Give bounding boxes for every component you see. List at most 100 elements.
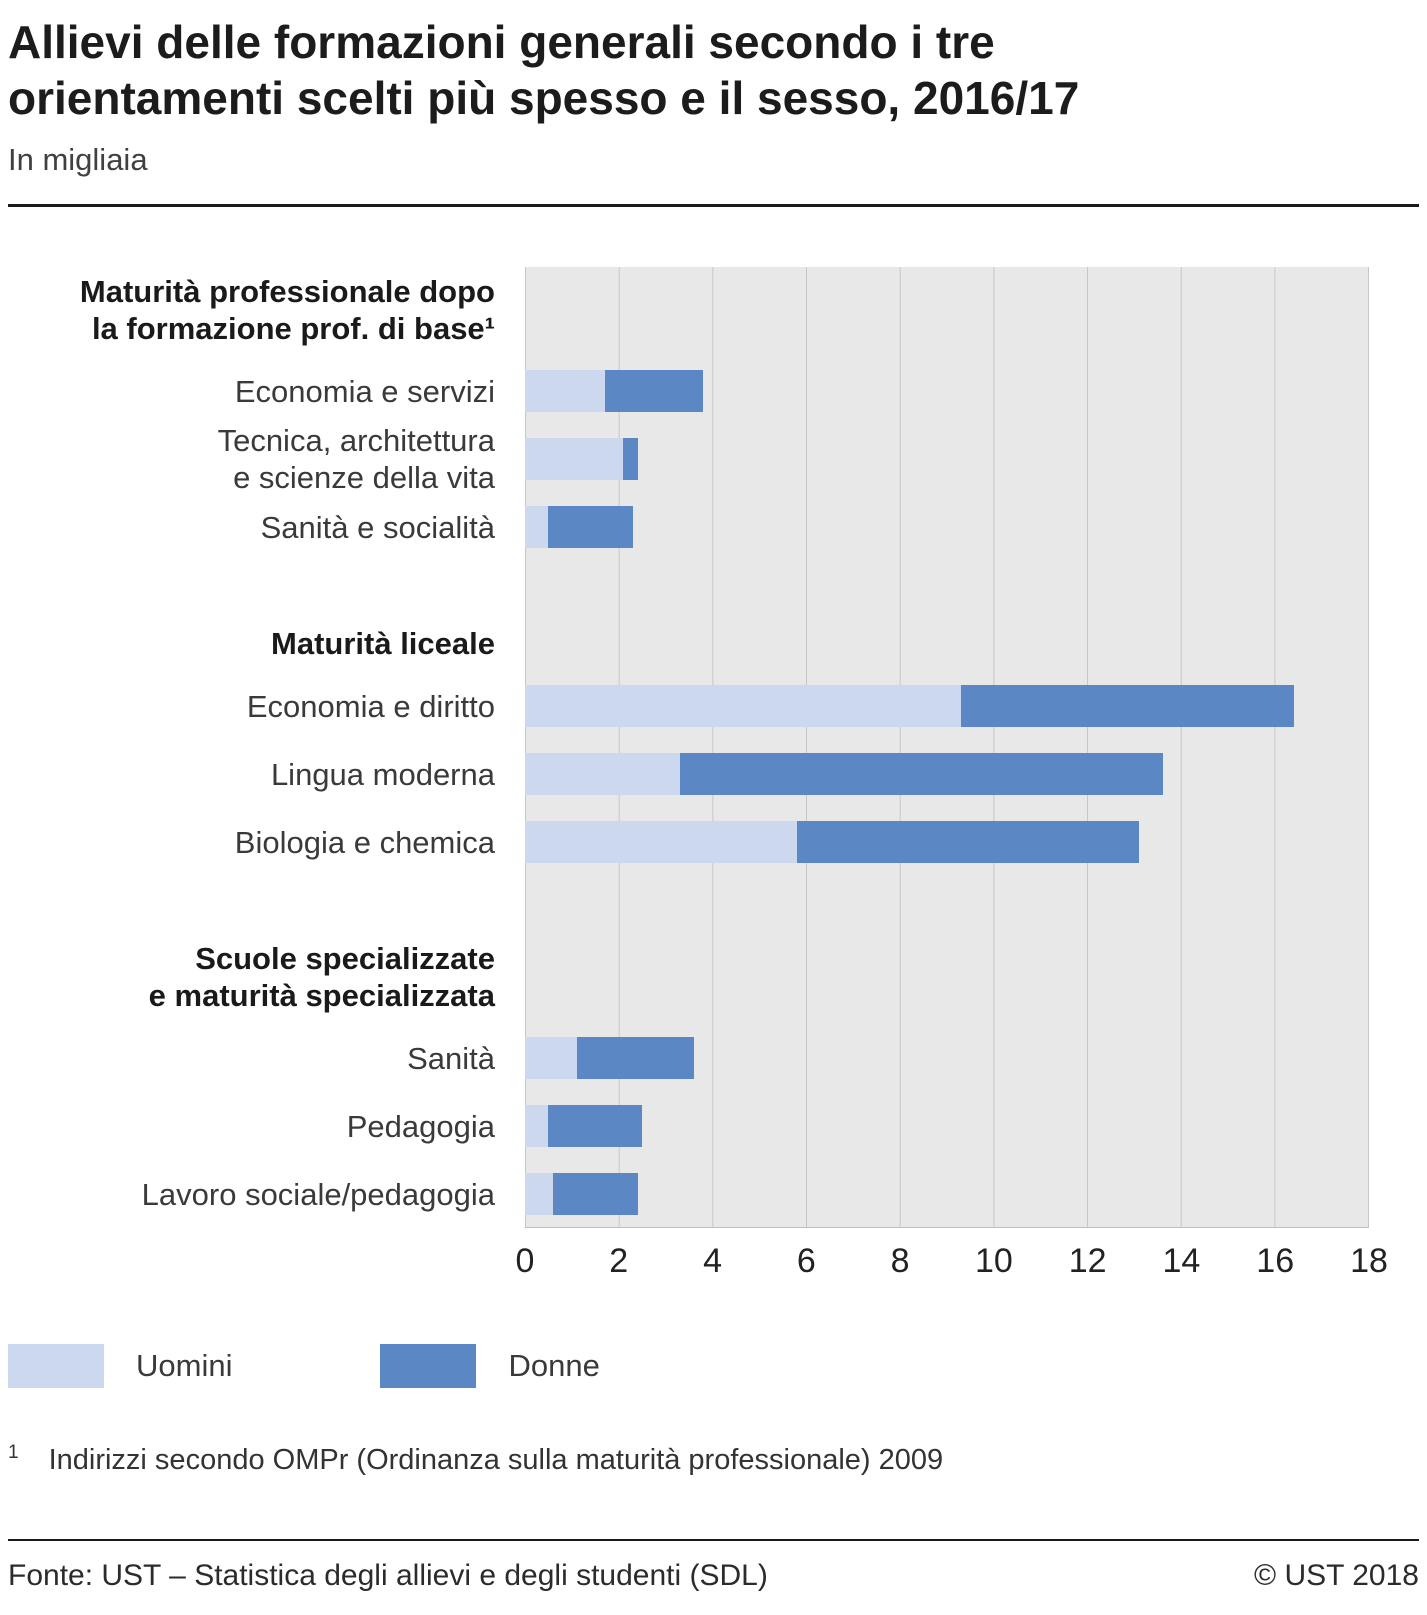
x-tick-label: 4	[703, 1242, 723, 1281]
group-header-row: Scuole specializzate e maturità specializ…	[8, 934, 1419, 1024]
stacked-bar-chart: Maturità professionale dopo la formazione…	[8, 267, 1419, 1294]
bar-segment-uomini	[525, 370, 605, 413]
bar-track	[525, 1160, 1369, 1228]
x-tick-label: 8	[890, 1242, 910, 1281]
x-tick-label: 0	[515, 1242, 535, 1281]
group-label: Scuole specializzate e maturità specializ…	[8, 940, 525, 1014]
label-line: Pedagogia	[346, 1108, 495, 1144]
label-line: Lingua moderna	[270, 756, 495, 792]
bar-segment-donne	[623, 438, 638, 481]
bar-row: Pedagogia	[8, 1092, 1419, 1160]
label-line: Economia e servizi	[234, 373, 495, 409]
bar-row: Sanità e socialità	[8, 493, 1419, 561]
page-header: Allievi delle formazioni generali second…	[8, 14, 1419, 208]
label-line: e maturità specializzata	[148, 978, 495, 1014]
bar-row: Economia e diritto	[8, 672, 1419, 740]
bar-segment-uomini	[525, 753, 680, 796]
bar-segment-donne	[548, 506, 633, 549]
bar-segment-uomini	[525, 821, 797, 864]
x-tick-label: 10	[974, 1242, 1013, 1281]
x-tick-label: 18	[1350, 1242, 1388, 1281]
footer-copyright: © UST 2018	[1254, 1559, 1419, 1593]
page-title: Allievi delle formazioni generali second…	[8, 14, 1419, 126]
footer-source: Fonte: UST – Statistica degli allievi e …	[8, 1559, 768, 1593]
legend-item-uomini: Uomini	[8, 1344, 233, 1389]
legend-swatch-donne	[380, 1344, 477, 1389]
legend-item-donne: Donne	[380, 1344, 600, 1389]
bar-track	[525, 1024, 1369, 1092]
bar-segment-uomini	[525, 1173, 554, 1216]
group-label: Maturità professionale dopo la formazione…	[8, 273, 525, 347]
page-footer: Fonte: UST – Statistica degli allievi e …	[8, 1541, 1419, 1593]
category-label: Economia e servizi	[8, 373, 525, 410]
category-label: Sanità	[8, 1040, 525, 1077]
header-divider	[8, 204, 1419, 208]
group-spacer	[8, 561, 1419, 619]
chart-legend: Uomini Donne	[8, 1344, 1419, 1389]
bar-row: Biologia e chemica	[8, 808, 1419, 876]
bar-segment-donne	[961, 685, 1294, 728]
category-label: Sanità e socialità	[8, 509, 525, 546]
group-spacer	[8, 876, 1419, 934]
legend-label-uomini: Uomini	[136, 1348, 233, 1384]
x-tick-label: 16	[1256, 1242, 1295, 1281]
x-tick-label: 14	[1162, 1242, 1201, 1281]
x-tick-label: 12	[1068, 1242, 1107, 1281]
bar-track	[525, 808, 1369, 876]
group-header-row: Maturità liceale	[8, 619, 1419, 672]
label-line: Biologia e chemica	[234, 824, 495, 860]
bar-segment-uomini	[525, 438, 624, 481]
label-line: e scienze della vita	[233, 460, 495, 496]
footnote-text: Indirizzi secondo OMPr (Ordinanza sulla …	[48, 1444, 944, 1477]
chart-rows: Maturità professionale dopo la formazione…	[8, 267, 1419, 1228]
bar-segment-uomini	[525, 685, 962, 728]
page-title-line2: orientamenti scelti più spesso e il sess…	[8, 72, 1080, 125]
bar-row: Lingua moderna	[8, 740, 1419, 808]
bar-segment-uomini	[525, 1105, 549, 1148]
category-label: Lavoro sociale/pedagogia	[8, 1176, 525, 1213]
bar-track	[525, 1092, 1369, 1160]
label-line: Sanità	[407, 1040, 495, 1076]
bar-track	[525, 425, 1369, 493]
bar-segment-donne	[679, 753, 1163, 796]
bar-segment-donne	[548, 1105, 643, 1148]
chart-subtitle: In migliaia	[8, 142, 148, 178]
group-header-row: Maturità professionale dopo la formazione…	[8, 267, 1419, 357]
page-title-line1: Allievi delle formazioni generali second…	[8, 16, 995, 68]
x-axis: 0 2 4 6 8 10 12 14 16 18	[516, 1228, 1388, 1294]
label-line: Maturità professionale dopo	[79, 274, 495, 310]
bar-row: Lavoro sociale/pedagogia	[8, 1160, 1419, 1228]
footnote: 1 Indirizzi secondo OMPr (Ordinanza sulla…	[8, 1442, 1419, 1477]
footnote-marker: 1	[8, 1442, 19, 1464]
x-tick-label: 6	[796, 1242, 816, 1281]
bar-segment-donne	[604, 370, 704, 413]
plot-area: Maturità professionale dopo la formazione…	[8, 267, 1419, 1229]
bar-track	[525, 357, 1369, 425]
category-label: Economia e diritto	[8, 688, 525, 725]
label-line: Tecnica, architettura	[217, 423, 495, 459]
label-line: Lavoro sociale/pedagogia	[141, 1176, 495, 1212]
x-tick-label: 2	[609, 1242, 629, 1281]
label-line: la formazione prof. di base¹	[91, 311, 495, 347]
label-line: Maturità liceale	[271, 626, 495, 662]
label-line: Scuole specializzate	[195, 941, 495, 977]
bar-row: Tecnica, architettura e scienze della vit…	[8, 422, 1419, 496]
bar-row: Economia e servizi	[8, 357, 1419, 425]
legend-label-donne: Donne	[508, 1348, 600, 1384]
category-label: Pedagogia	[8, 1108, 525, 1145]
group-label: Maturità liceale	[8, 625, 525, 662]
category-label: Biologia e chemica	[8, 824, 525, 861]
label-line: Sanità e socialità	[260, 509, 495, 545]
bar-segment-donne	[796, 821, 1140, 864]
bar-row: Sanità	[8, 1024, 1419, 1092]
footer-divider	[8, 1539, 1419, 1542]
bar-segment-donne	[553, 1173, 638, 1216]
label-line: Economia e diritto	[246, 688, 495, 724]
bar-track	[525, 672, 1369, 740]
category-label: Lingua moderna	[8, 756, 525, 793]
bar-segment-uomini	[525, 506, 549, 549]
bar-track	[525, 740, 1369, 808]
category-label: Tecnica, architettura e scienze della vit…	[8, 422, 525, 496]
legend-swatch-uomini	[8, 1344, 104, 1389]
bar-segment-donne	[576, 1037, 694, 1080]
